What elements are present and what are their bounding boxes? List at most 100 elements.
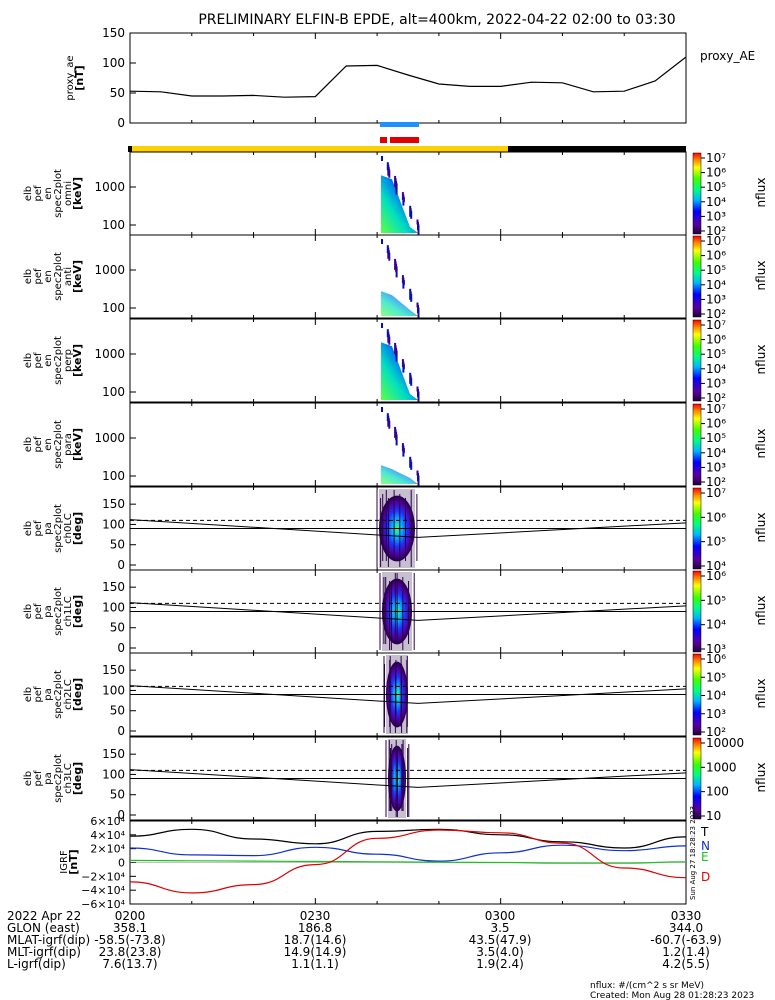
ephemeris-value: 23.8(23.8) (99, 945, 162, 959)
loss-cone-line (129, 769, 687, 788)
ephemeris-table: GLON (east) 358.1 186.8 3.5 344.0 MLAT-igrf(d… (7, 921, 722, 971)
axis-label-line: spec2plot (53, 587, 64, 636)
flux-pixel (401, 192, 404, 201)
axis-label-line: pef (33, 603, 44, 620)
axis-label-line: pa (43, 522, 54, 534)
y-tick-label: 150 (102, 663, 125, 677)
colorbar-tick-label: 10² (706, 307, 726, 321)
pitch-angle-ylabel: elb pef pa spec2plot ch0LC[deg] (23, 504, 84, 553)
axis-label-line: elb (23, 186, 34, 201)
energy-ylabel: elb pef en spec2plot omni[keV] (23, 169, 84, 218)
ephemeris-value: -60.7(-63.9) (650, 933, 721, 947)
colorbar-tick-label: 10⁴ (706, 278, 726, 292)
colorbar-tick-label: 10⁷ (706, 234, 726, 248)
flux-fill (381, 175, 418, 233)
igrf-legend-E: E (701, 850, 709, 864)
science-zone-bar-blue (380, 122, 419, 127)
created-note: Created: Mon Aug 28 01:28:23 2023 (590, 991, 754, 1000)
axis-label-line: para (63, 433, 74, 456)
axis-label-line: pef (33, 770, 44, 787)
ephemeris-value: 1.9(2.4) (476, 957, 524, 971)
y-tick-label: 0 (117, 116, 125, 130)
energy-spectrogram-anti: 1000 100 elb pef en spec2plot anti[keV] (23, 234, 687, 319)
axis-label-line: anti (63, 267, 74, 286)
y-tick-label: 1000 (94, 431, 125, 445)
colorbar-tick-label: 10⁴ (706, 362, 726, 376)
ephemeris-value: 1.1(1.1) (291, 957, 339, 971)
energy-spectrogram-omni: 1000 100 elb pef en spec2plot omni[keV] (23, 151, 687, 236)
colorbar-tick-label: 10³ (706, 292, 726, 306)
flux-fill (381, 342, 418, 400)
flux-pixel (417, 305, 419, 313)
loss-cone-line (129, 602, 687, 621)
colorbar-tick-label: 10² (706, 475, 726, 489)
ephemeris-value: 358.1 (113, 921, 147, 935)
science-zone-bar-red-a (380, 137, 387, 143)
colorbar-tick-label: 1000 (706, 760, 737, 774)
axis-label-line: [keV] (71, 177, 84, 210)
colorbar-tick-label: 10⁵ (706, 263, 726, 277)
colorbar-tick-label: 10⁶ (706, 417, 726, 431)
axis-label-line: spec2plot (53, 670, 64, 719)
colorbar: 10⁶ 10⁵ 10⁴ 10³ 10² nflux (692, 652, 768, 739)
ephemeris-value: 4.2(5.5) (662, 957, 710, 971)
colorbar-tick-label: 10² (706, 391, 726, 405)
colorbar-strip (692, 235, 702, 318)
y-tick-label: 2×10⁴ (90, 843, 125, 856)
colorbar-tick-label: 10² (706, 224, 726, 238)
axis-label-line: [nT] (67, 849, 80, 874)
axis-label-line: elb (23, 687, 34, 702)
y-tick-label: 1000 (94, 263, 125, 277)
axis-label-line: perp (63, 349, 74, 372)
ephemeris-value: 43.5(47.9) (469, 933, 532, 947)
energy-ylabel: elb pef en spec2plot para[keV] (23, 420, 84, 469)
axis-label-line: IGRF (59, 850, 70, 874)
colorbar-tick-label: 10³ (706, 460, 726, 474)
flux-pixel (417, 473, 419, 481)
axis-label-line: ch2LC (63, 679, 74, 710)
axis-label-line: spec2plot (53, 504, 64, 553)
side-timestamp: Sun Aug 27 18:28:23 2023 (689, 806, 697, 900)
flux-fill (381, 291, 418, 316)
axis-label-line: pa (43, 688, 54, 700)
axis-label-line: pa (43, 605, 54, 617)
colorbar-tick-label: 10⁵ (706, 670, 726, 684)
loss-cone-line (129, 519, 687, 538)
plot-background (130, 152, 686, 235)
colorbar-label: nflux (754, 513, 768, 543)
flux-pixel (409, 456, 412, 468)
y-tick-label: 6×10⁴ (90, 815, 125, 828)
colorbar-tick-label: 10000 (706, 736, 744, 750)
axis-label-line: en (43, 438, 54, 451)
units-note: nflux: #/(cm^2 s sr MeV) (590, 981, 704, 991)
flux-pixel (416, 219, 419, 225)
date-label: 2022 Apr 22 (7, 909, 81, 923)
sunlight-bar (132, 146, 508, 152)
flux-pixel (381, 239, 383, 244)
colorbar-tick-label: 10³ (706, 209, 726, 223)
colorbar-tick-label: 10 (706, 809, 721, 823)
flux-pixel (409, 372, 412, 384)
flux-pixel (386, 329, 389, 338)
colorbar-tick-label: 10⁶ (706, 166, 726, 180)
colorbar-tick-label: 10⁷ (706, 151, 726, 165)
axis-label-line: elb (23, 521, 34, 536)
axis-label-line: [deg] (71, 595, 84, 628)
flux-pixel (416, 470, 419, 476)
colorbar-tick-label: 10⁷ (706, 402, 726, 416)
time-tick-label: 0200 (115, 909, 146, 923)
axis-label-line: spec2plot (53, 420, 64, 469)
ephemeris-label: L-igrf(dip) (7, 957, 66, 971)
status-bars (128, 122, 686, 152)
ephemeris-value: 3.5(4.0) (476, 945, 524, 959)
y-tick-label: 150 (102, 580, 125, 594)
flux-pixel (416, 386, 419, 392)
colorbar-tick-label: 10⁶ (706, 333, 726, 347)
axis-label-line: pa (43, 772, 54, 784)
axis-label-line: pef (33, 686, 44, 703)
colorbar-strip (692, 487, 702, 570)
ephemeris-value: 3.5 (490, 921, 509, 935)
